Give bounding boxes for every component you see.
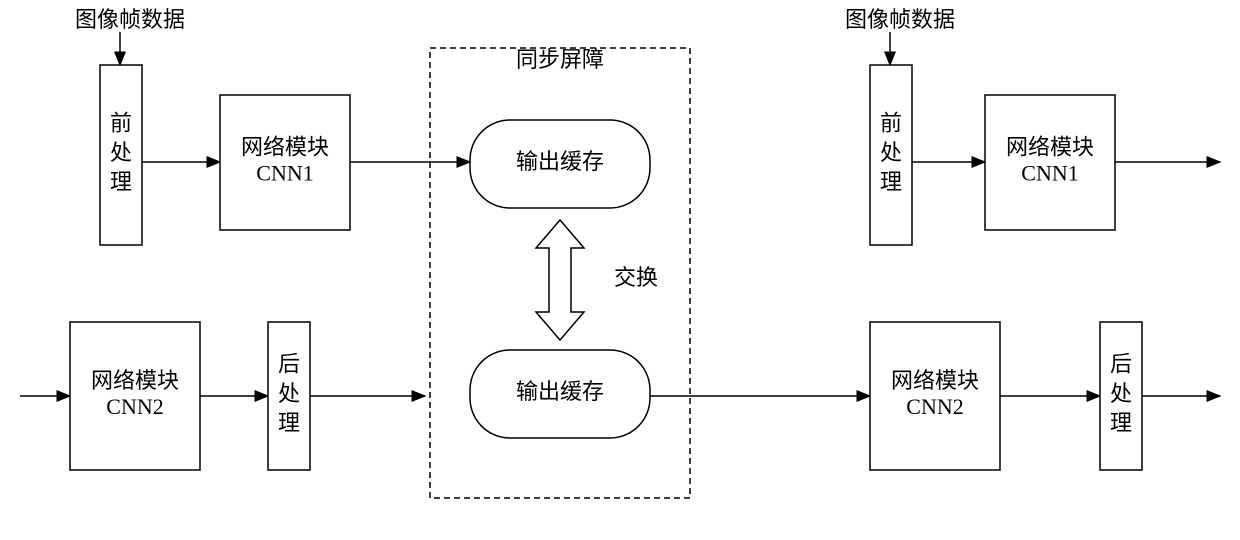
postprocess-1-label: 理: [278, 411, 300, 436]
cnn2-2-label: CNN2: [906, 394, 963, 419]
output-buffer-2-label: 输出缓存: [516, 379, 604, 404]
nodes-layer: 同步屏障前处理网络模块CNN1输出缓存输出缓存网络模块CNN2后处理前处理网络模…: [70, 7, 1142, 498]
postprocess-2-label: 处: [1110, 381, 1132, 406]
sync-barrier-title: 同步屏障: [516, 47, 604, 72]
postprocess-2-label: 理: [1110, 411, 1132, 436]
input-label-1: 图像帧数据: [75, 7, 185, 32]
cnn2-2-label: 网络模块: [891, 368, 979, 393]
exchange-label: 交换: [614, 265, 658, 290]
preprocess-2-label: 理: [880, 170, 902, 195]
cnn2-1-label: 网络模块: [91, 368, 179, 393]
output-buffer-1-label: 输出缓存: [516, 149, 604, 174]
flowchart-canvas: 同步屏障前处理网络模块CNN1输出缓存输出缓存网络模块CNN2后处理前处理网络模…: [0, 0, 1240, 540]
postprocess-1-label: 后: [278, 351, 300, 376]
input-label-2: 图像帧数据: [845, 7, 955, 32]
postprocess-1-label: 处: [278, 381, 300, 406]
preprocess-1-label: 处: [110, 140, 132, 165]
postprocess-2-label: 后: [1110, 351, 1132, 376]
cnn1-2-label: 网络模块: [1006, 134, 1094, 159]
preprocess-2-label: 前: [880, 110, 902, 135]
preprocess-1-label: 理: [110, 170, 132, 195]
preprocess-1-label: 前: [110, 110, 132, 135]
cnn2-1-label: CNN2: [106, 394, 163, 419]
exchange-double-arrow-icon: [536, 220, 584, 340]
cnn1-2-label: CNN1: [1021, 161, 1078, 186]
preprocess-2-label: 处: [880, 140, 902, 165]
cnn1-1-label: 网络模块: [241, 134, 329, 159]
cnn1-1-label: CNN1: [256, 161, 313, 186]
